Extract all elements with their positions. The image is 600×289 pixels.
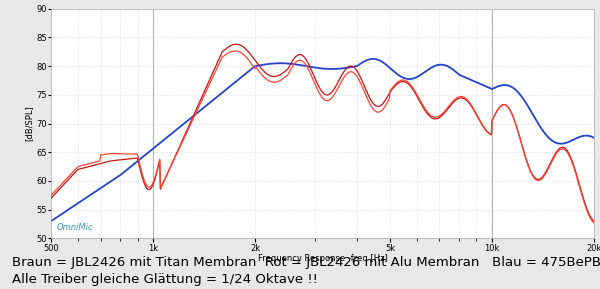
Text: Braun = JBL2426 mit Titan Membran  Rot = JBL2426 mit Alu Membran   Blau = 475BeP: Braun = JBL2426 mit Titan Membran Rot = … (12, 256, 600, 269)
Text: Alle Treiber gleiche Glättung = 1/24 Oktave !!: Alle Treiber gleiche Glättung = 1/24 Okt… (12, 273, 318, 286)
X-axis label: Frequency Response -freq [Hz]: Frequency Response -freq [Hz] (257, 254, 388, 263)
Text: OmniMic: OmniMic (56, 223, 93, 231)
Y-axis label: [dB/SPL]: [dB/SPL] (25, 106, 34, 141)
